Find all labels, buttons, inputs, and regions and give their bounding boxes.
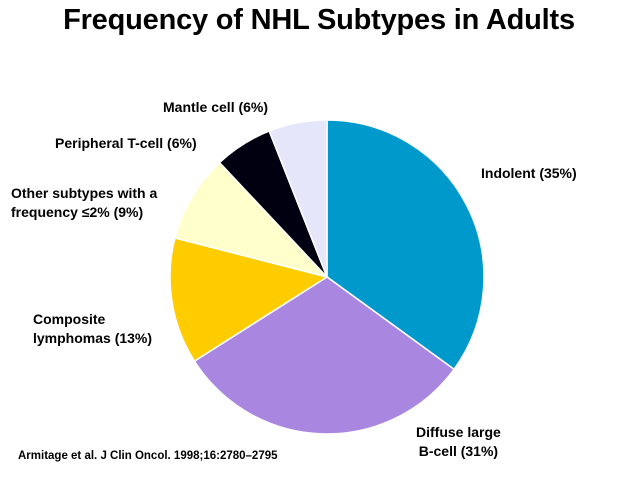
- label-mantle-cell: Mantle cell (6%): [163, 99, 269, 115]
- label-peripheral-t-cell: Peripheral T-cell (6%): [55, 135, 197, 151]
- pie-slices: [169, 119, 485, 435]
- source-citation: Armitage et al. J Clin Oncol. 1998;16:27…: [18, 450, 278, 462]
- pie-slice-2: [169, 237, 329, 363]
- pie-slice-0: [326, 119, 485, 371]
- label-diffuse-large-b-cell: Diffuse large B-cell (31%): [416, 424, 501, 459]
- chart-title: Frequency of NHL Subtypes in Adults: [63, 4, 575, 36]
- label-composite-lymphomas: Composite lymphomas (13%): [33, 311, 153, 346]
- label-indolent: Indolent (35%): [481, 165, 577, 181]
- pie-slice-5: [268, 119, 328, 278]
- label-other-subtypes: Other subtypes with a frequency ≤2% (9%): [11, 185, 158, 220]
- pie-slice-1: [193, 276, 456, 435]
- pie-slice-3: [174, 161, 330, 279]
